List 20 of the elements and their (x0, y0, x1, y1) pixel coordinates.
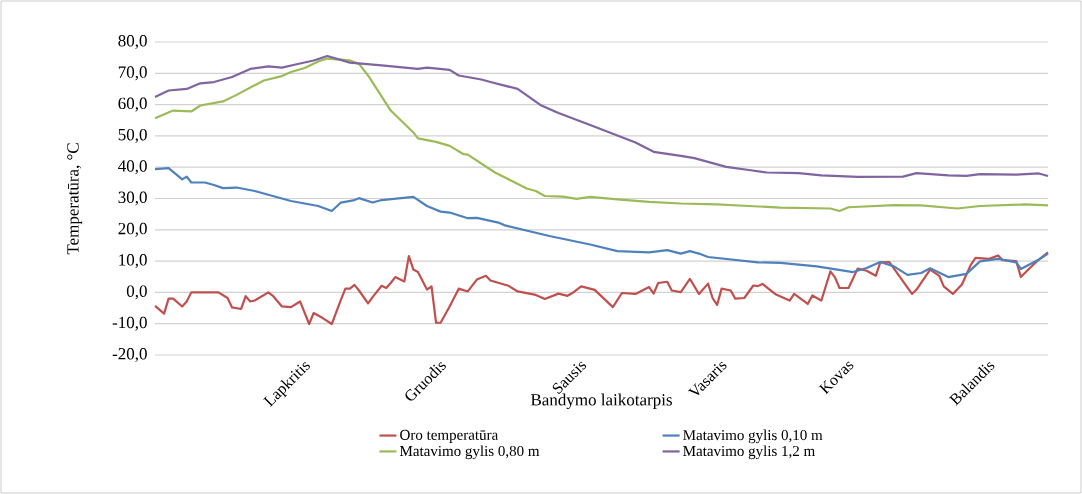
line-series (153, 57, 1050, 213)
legend-label: Oro temperatūra (400, 429, 499, 443)
legend-label: Matavimo gylis 1,2 m (683, 445, 815, 460)
y-tick-label: 20,0 (118, 222, 147, 237)
legend-label: Matavimo gylis 0,10 m (683, 429, 823, 444)
y-axis-title: Temperatūra, °C (67, 143, 83, 255)
line-series (153, 54, 1050, 178)
y-tick-label: -10,0 (112, 316, 147, 331)
y-tick-label: 0,0 (126, 285, 147, 300)
legend-label: Matavimo gylis 0,80 m (399, 445, 540, 460)
y-tick-label: 50,0 (118, 128, 147, 143)
y-tick-label: 30,0 (118, 191, 147, 206)
y-tick-label: 80,0 (118, 35, 147, 49)
y-tick-label: 70,0 (118, 66, 147, 81)
y-tick-label: 40,0 (118, 160, 147, 175)
x-axis-title: Bandymo laikotarpis (530, 393, 672, 410)
y-tick-label: -20,0 (112, 348, 147, 362)
line-series (153, 251, 1050, 326)
y-tick-label: 60,0 (118, 97, 147, 112)
y-tick-label: 10,0 (119, 254, 147, 269)
